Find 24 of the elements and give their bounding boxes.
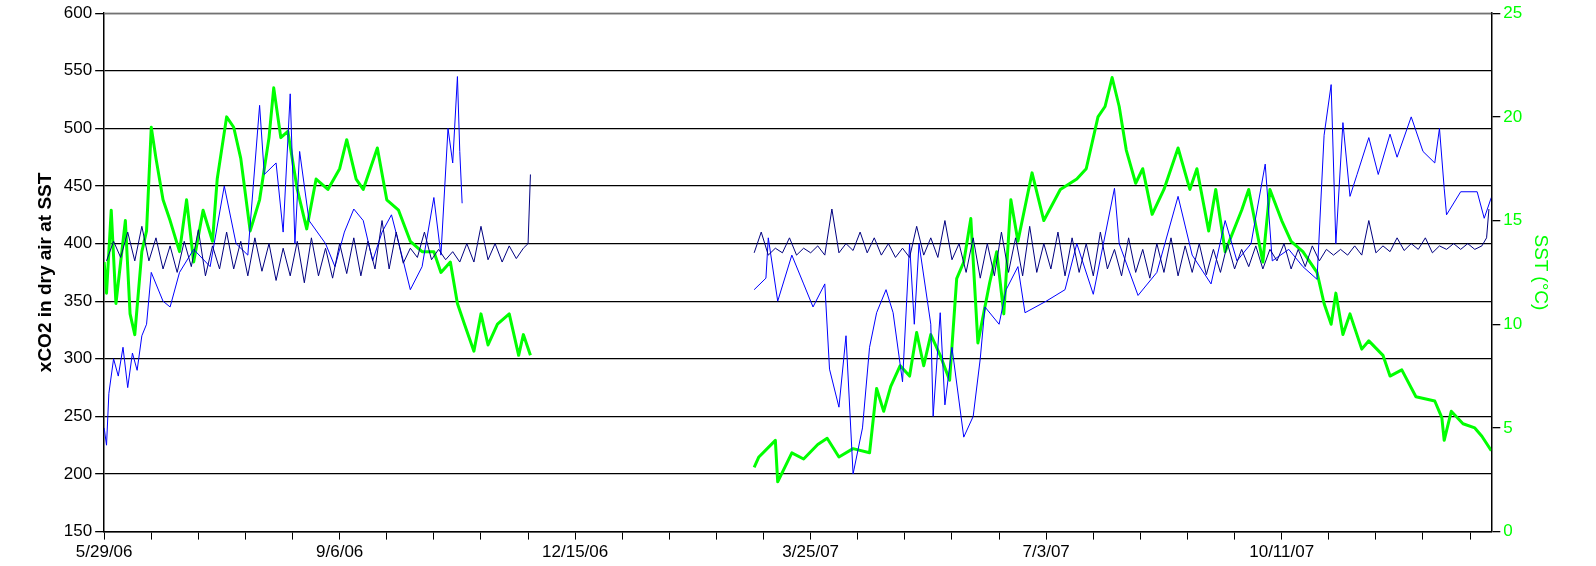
x-tick-label: 9/6/06 bbox=[316, 542, 364, 562]
y-tick-label: 550 bbox=[63, 60, 93, 80]
y2-tick-label: 0 bbox=[1503, 521, 1513, 541]
y-axis-title: xCO2 in dry air at SST bbox=[33, 172, 55, 373]
y2-tick-label: 20 bbox=[1503, 106, 1523, 126]
y-tick-label: 350 bbox=[63, 290, 93, 310]
y2-tick-label: 5 bbox=[1503, 417, 1513, 437]
y2-tick-label: 15 bbox=[1503, 210, 1523, 230]
y2-axis-title: SST (°C) bbox=[1531, 234, 1553, 311]
x-tick-label: 7/3/07 bbox=[1022, 542, 1070, 562]
y-tick-label: 600 bbox=[63, 2, 93, 22]
y-tick-label: 250 bbox=[63, 406, 93, 426]
x-tick-label: 12/15/06 bbox=[542, 542, 609, 562]
y-tick-label: 500 bbox=[63, 118, 93, 138]
y2-tick-label: 25 bbox=[1503, 2, 1523, 22]
y-tick-label: 450 bbox=[63, 175, 93, 195]
y-tick-label: 200 bbox=[63, 463, 93, 483]
x-tick-label: 5/29/06 bbox=[75, 542, 133, 562]
x-tick-label: 3/25/07 bbox=[782, 542, 840, 562]
y-tick-label: 400 bbox=[63, 233, 93, 253]
y-tick-label: 150 bbox=[63, 521, 93, 541]
x-tick-label: 10/11/07 bbox=[1249, 542, 1315, 562]
y2-tick-label: 10 bbox=[1503, 313, 1523, 333]
y-tick-label: 300 bbox=[63, 348, 93, 368]
